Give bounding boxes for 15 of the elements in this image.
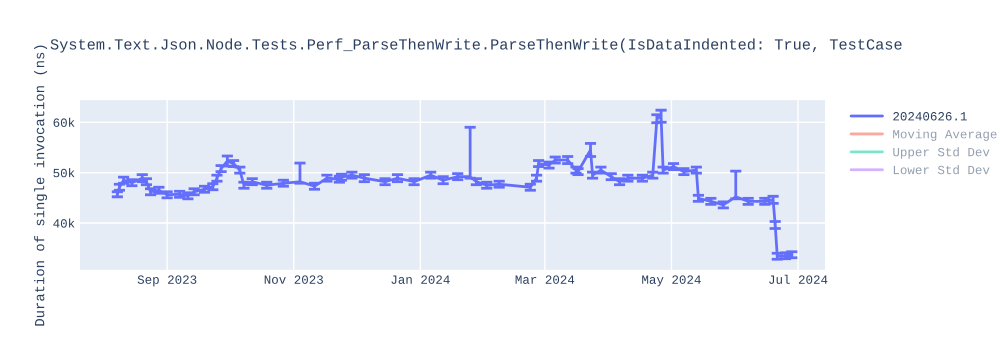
legend-label: Upper Std Dev	[893, 147, 990, 159]
x-tick-label: Jan 2024	[391, 275, 450, 284]
x-tick-label: Nov 2023	[264, 275, 323, 284]
legend-label: Moving Average	[893, 129, 997, 141]
y-tick-label: 50k	[53, 168, 75, 178]
chart-title: System.Text.Json.Node.Tests.Perf_ParseThenWrite.ParseThenWrite(IsDataIndented: True, TestCase	[50, 38, 902, 53]
x-tick-label: May 2024	[642, 275, 701, 286]
y-tick-label: 40k	[53, 218, 75, 228]
x-tick-label: Sep 2023	[138, 275, 196, 286]
x-tick-label: Jul 2024	[769, 274, 828, 284]
legend-label: 20240626.1	[893, 112, 967, 121]
y-tick-label: 60k	[54, 118, 75, 127]
x-tick-label: Mar 2024	[516, 275, 574, 284]
legend-label: Lower Std Dev	[894, 165, 990, 174]
y-axis-title: Duration of single invocation (ns)	[34, 46, 48, 326]
